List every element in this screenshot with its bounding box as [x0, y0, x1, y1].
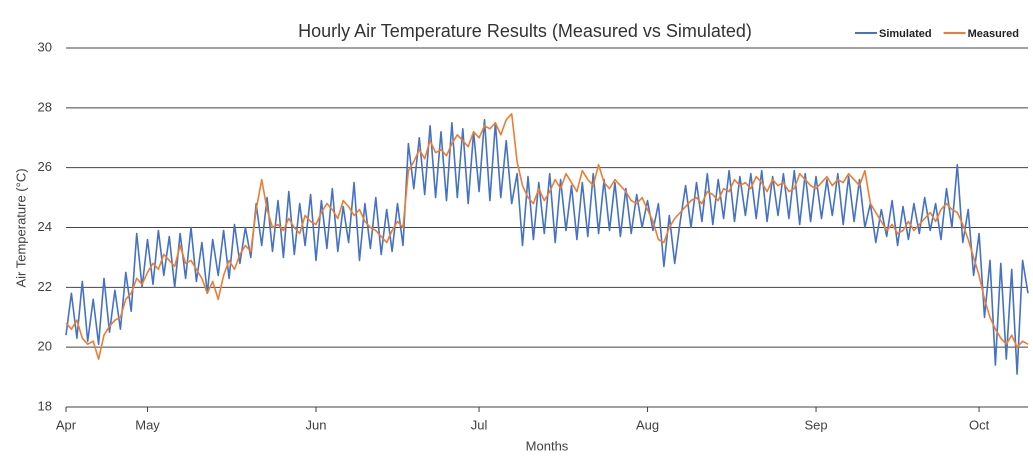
plot-area — [65, 113, 1029, 375]
legend-label: Measured — [968, 28, 1019, 40]
chart-title: Hourly Air Temperature Results (Measured… — [298, 21, 752, 41]
data-line — [65, 119, 1029, 375]
y-tick-label: 26 — [38, 159, 52, 174]
y-tick-label: 24 — [38, 219, 52, 234]
legend: Simulated Measured — [855, 28, 1019, 40]
x-axis-label: Months — [526, 438, 569, 453]
x-tick-label: May — [135, 417, 160, 432]
x-tick-label: Jul — [471, 417, 488, 432]
y-tick-label: 28 — [38, 99, 52, 114]
y-tick-label: 22 — [38, 279, 52, 294]
y-axis-label: Air Temperature (°C) — [13, 168, 28, 287]
y-tick-label: 30 — [38, 39, 52, 54]
x-tick-label: Sep — [804, 417, 827, 432]
x-tick-label: Apr — [56, 417, 77, 432]
legend-label: Simulated — [879, 28, 932, 40]
x-tick-label: Jun — [306, 417, 327, 432]
grid: 18 20 22 24 26 28 30 Apr May Jun Jul Aug Sep Oct — [38, 39, 1028, 432]
x-tick-label: Aug — [636, 417, 659, 432]
x-tick-label: Oct — [969, 417, 990, 432]
y-tick-label: 20 — [38, 339, 52, 354]
data-line — [65, 113, 1029, 360]
y-tick-label: 18 — [38, 398, 52, 413]
